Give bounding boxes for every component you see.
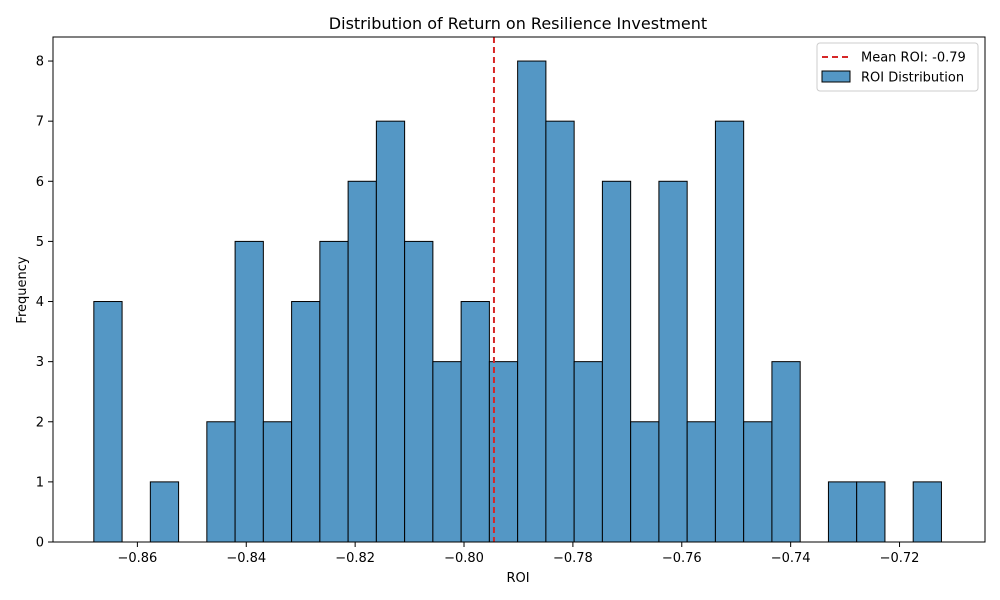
histogram-bar <box>658 180 688 543</box>
histogram-bar <box>460 301 490 543</box>
legend-bar-swatch <box>821 70 851 83</box>
histogram-bar <box>686 421 716 543</box>
histogram-bar <box>771 361 801 543</box>
y-axis-ticks: 0 1 2 3 4 5 6 7 8 <box>36 55 53 551</box>
x-tick-label: −0.86 <box>117 551 157 566</box>
histogram-bar <box>375 120 406 543</box>
histogram-bar <box>714 120 745 543</box>
histogram-bar <box>234 240 264 543</box>
histogram-bar <box>206 421 236 543</box>
histogram-bar <box>262 421 293 543</box>
x-axis-ticks: −0.86 −0.84 −0.82 −0.80 −0.78 −0.76 −0.74 −0.72 <box>117 542 919 566</box>
x-tick-label: −0.74 <box>771 551 811 566</box>
x-tick-label: −0.84 <box>226 551 266 566</box>
histogram-bar <box>93 301 123 543</box>
histogram-bar <box>912 481 942 543</box>
y-tick-label: 5 <box>36 235 44 250</box>
histogram-bar <box>404 240 434 543</box>
histogram-bar <box>630 421 660 543</box>
y-axis-label: Frequency <box>15 256 30 323</box>
histogram-bar <box>149 481 180 543</box>
legend-mean-label: Mean ROI: -0.79 <box>861 51 966 66</box>
plot-frame <box>52 36 986 543</box>
y-tick-label: 0 <box>36 536 44 551</box>
y-tick-label: 8 <box>36 55 44 70</box>
bars <box>93 60 942 543</box>
y-tick-label: 1 <box>36 475 44 490</box>
y-tick-label: 3 <box>36 355 44 370</box>
y-tick-label: 2 <box>36 415 44 430</box>
x-tick-label: −0.78 <box>553 551 593 566</box>
histogram-bar <box>319 240 349 543</box>
legend-box <box>816 42 979 92</box>
histogram-bar <box>545 120 575 543</box>
x-tick-label: −0.82 <box>335 551 375 566</box>
y-tick-label: 4 <box>36 295 44 310</box>
histogram-bar <box>347 180 377 543</box>
histogram-bar <box>743 421 773 543</box>
y-tick-label: 6 <box>36 175 44 190</box>
x-axis-label: ROI <box>506 571 529 586</box>
x-tick-label: −0.72 <box>880 551 920 566</box>
histogram-bar <box>856 481 886 543</box>
histogram-bar <box>601 180 632 543</box>
histogram-bar <box>827 481 858 543</box>
histogram-bar <box>517 60 547 543</box>
legend-bar-label: ROI Distribution <box>861 71 964 86</box>
x-tick-label: −0.80 <box>444 551 484 566</box>
legend: Mean ROI: -0.79 ROI Distribution <box>816 42 979 92</box>
histogram-bar <box>291 301 321 543</box>
chart-title: Distribution of Return on Resilience Inv… <box>329 14 707 33</box>
histogram-bar <box>573 361 603 543</box>
y-tick-label: 7 <box>36 115 44 130</box>
x-tick-label: −0.76 <box>662 551 702 566</box>
histogram-bar <box>432 361 462 543</box>
